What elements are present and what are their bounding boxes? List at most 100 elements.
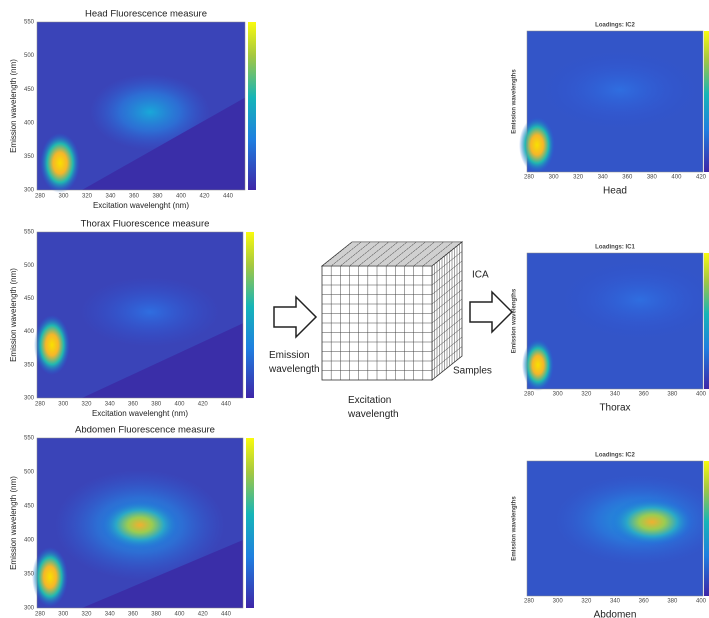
heat-blob [100, 500, 180, 550]
heat-blob [40, 133, 80, 193]
heat-blob [34, 315, 70, 375]
y-tick-label: 450 [24, 504, 35, 510]
x-tick-label: 420 [198, 612, 209, 618]
panel-title: Loadings: IC2 [595, 23, 635, 29]
y-axis-label: Emission wavelength (nm) [9, 59, 18, 153]
y-tick-label: 500 [24, 53, 35, 59]
heat-blob [519, 117, 555, 173]
panel-caption: Abdomen [594, 610, 637, 618]
x-tick-label: 340 [105, 402, 116, 408]
x-tick-label: 300 [549, 175, 560, 181]
y-axis-label: Emission wavelength (nm) [9, 476, 18, 570]
y-tick-label: 300 [24, 188, 35, 194]
x-tick-label: 420 [696, 175, 707, 181]
y-tick-label: 550 [24, 20, 35, 26]
x-tick-label: 440 [223, 194, 234, 200]
x-tick-label: 300 [553, 599, 564, 605]
x-tick-label: 320 [581, 599, 592, 605]
y-tick-label: 550 [24, 436, 35, 442]
y-tick-label: 500 [24, 263, 35, 269]
x-tick-label: 340 [105, 612, 116, 618]
panel-title: Head Fluorescence measure [85, 9, 207, 20]
x-tick-label: 320 [581, 392, 592, 398]
cube-label: Samples [453, 366, 492, 377]
x-tick-label: 380 [152, 194, 163, 200]
panel-caption: Head [603, 186, 627, 197]
y-tick-label: 500 [24, 470, 35, 476]
x-tick-label: 420 [199, 194, 210, 200]
y-axis-label: Emission wavelengths [512, 69, 518, 134]
x-tick-label: 380 [647, 175, 658, 181]
x-tick-label: 380 [667, 392, 678, 398]
x-tick-label: 340 [610, 392, 621, 398]
y-tick-label: 400 [24, 538, 35, 544]
panel-title: Abdomen Fluorescence measure [75, 425, 215, 436]
y-axis-label: Emission wavelengths [512, 496, 518, 561]
heat-blob [540, 50, 700, 130]
x-tick-label: 400 [696, 599, 707, 605]
heat-blob [80, 277, 220, 347]
x-tick-label: 280 [524, 175, 535, 181]
x-tick-label: 400 [174, 402, 185, 408]
x-tick-label: 440 [221, 402, 232, 408]
panel-title: Loadings: IC1 [595, 245, 635, 251]
x-tick-label: 360 [622, 175, 633, 181]
x-tick-label: 280 [35, 194, 46, 200]
arrow [470, 292, 512, 332]
x-tick-label: 360 [639, 392, 650, 398]
x-tick-label: 380 [151, 402, 162, 408]
x-tick-label: 320 [573, 175, 584, 181]
y-tick-label: 350 [24, 362, 35, 368]
colorbar [248, 22, 256, 190]
colorbar [704, 461, 709, 596]
x-tick-label: 340 [105, 194, 116, 200]
colorbar [246, 232, 254, 398]
x-tick-label: 380 [667, 599, 678, 605]
x-axis-label: Excitation wavelenght (nm) [92, 409, 188, 418]
colorbar [246, 438, 254, 608]
colorbar [704, 31, 709, 172]
x-tick-label: 300 [553, 392, 564, 398]
x-tick-label: 420 [198, 402, 209, 408]
panel-title: Loadings: IC2 [595, 453, 635, 459]
heat-blob [610, 498, 694, 546]
x-tick-label: 360 [128, 612, 139, 618]
x-tick-label: 400 [671, 175, 682, 181]
x-tick-label: 360 [639, 599, 650, 605]
y-tick-label: 450 [24, 87, 35, 93]
x-tick-label: 400 [696, 392, 707, 398]
x-axis-label: Excitation wavelenght (nm) [93, 201, 189, 210]
x-tick-label: 400 [176, 194, 187, 200]
x-tick-label: 360 [128, 402, 139, 408]
x-tick-label: 320 [82, 194, 93, 200]
x-tick-label: 320 [81, 612, 92, 618]
y-tick-label: 550 [24, 230, 35, 236]
x-tick-label: 400 [174, 612, 185, 618]
y-tick-label: 350 [24, 572, 35, 578]
y-axis-label: Emission wavelength (nm) [9, 268, 18, 362]
panel-caption: Thorax [599, 403, 630, 414]
y-tick-label: 350 [24, 154, 35, 160]
x-tick-label: 300 [58, 402, 69, 408]
x-tick-label: 340 [598, 175, 609, 181]
x-tick-label: 280 [35, 612, 46, 618]
cube-label: ICA [472, 270, 489, 281]
colorbar [704, 253, 709, 389]
x-tick-label: 280 [524, 599, 535, 605]
y-tick-label: 450 [24, 296, 35, 302]
x-tick-label: 280 [524, 392, 535, 398]
figure: Head Fluorescence measure280300320340360… [0, 0, 709, 618]
x-tick-label: 380 [151, 612, 162, 618]
panel-title: Thorax Fluorescence measure [81, 219, 210, 230]
arrow [274, 297, 316, 337]
x-tick-label: 280 [35, 402, 46, 408]
x-tick-label: 360 [129, 194, 140, 200]
x-tick-label: 300 [58, 194, 69, 200]
x-tick-label: 300 [58, 612, 69, 618]
x-tick-label: 340 [610, 599, 621, 605]
y-tick-label: 300 [24, 396, 35, 402]
heat-blob [32, 547, 68, 607]
y-axis-label: Emission wavelengths [512, 288, 518, 353]
